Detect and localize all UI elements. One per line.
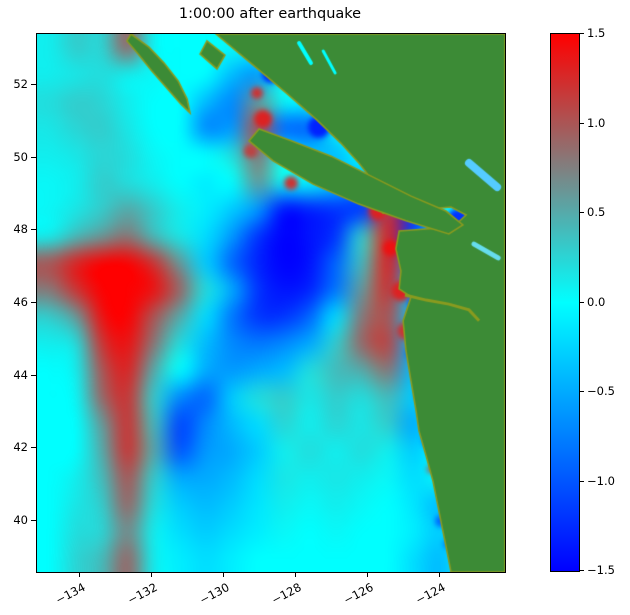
colorbar [550, 33, 580, 572]
y-tick-label: 48 [13, 222, 28, 237]
colorbar-tick-label: −1.0 [587, 473, 615, 488]
x-tick-label: −124 [413, 580, 448, 608]
colorbar-tick-mark [580, 212, 584, 213]
y-tick-label: 50 [13, 149, 28, 164]
tsunami-heatmap-canvas [37, 34, 505, 572]
colorbar-tick-label: 0.0 [587, 294, 606, 309]
map-plot-frame [36, 33, 506, 573]
x-tick-label: −132 [125, 580, 160, 608]
y-tick-mark [31, 374, 36, 376]
y-tick-label: 44 [13, 367, 28, 382]
plot-title: 1:00:00 after earthquake [178, 6, 362, 22]
x-tick-mark [367, 572, 369, 577]
y-tick-mark [31, 156, 36, 158]
colorbar-tick-mark [580, 122, 584, 124]
y-tick-mark [31, 302, 36, 303]
colorbar-tick-mark [580, 33, 584, 34]
colorbar-tick-mark [580, 480, 584, 482]
x-tick-label: −130 [197, 580, 232, 608]
x-tick-mark [151, 572, 153, 577]
y-tick-label: 40 [13, 513, 28, 528]
colorbar-tick-label: 1.5 [587, 26, 606, 40]
y-tick-label: 42 [13, 440, 28, 455]
x-tick-label: −126 [341, 580, 376, 608]
y-tick-mark [31, 520, 36, 522]
x-tick-label: −128 [269, 580, 304, 608]
colorbar-tick-mark [580, 301, 584, 303]
colorbar-tick-label: −1.5 [587, 563, 615, 577]
colorbar-tick-mark [580, 570, 584, 571]
colorbar-tick-label: 0.5 [587, 205, 606, 219]
x-tick-mark [79, 572, 81, 577]
y-tick-label: 46 [13, 295, 28, 309]
y-tick-mark [31, 447, 36, 449]
colorbar-tick-label: −0.5 [587, 384, 615, 398]
x-tick-mark [439, 572, 441, 577]
y-tick-label: 52 [13, 76, 28, 91]
colorbar-tick-label: 1.0 [587, 115, 606, 130]
colorbar-tick-mark [580, 391, 584, 392]
x-tick-mark [223, 572, 225, 577]
x-tick-mark [295, 572, 297, 577]
y-tick-mark [31, 83, 36, 85]
y-tick-mark [31, 229, 36, 231]
x-tick-label: −134 [53, 580, 88, 608]
